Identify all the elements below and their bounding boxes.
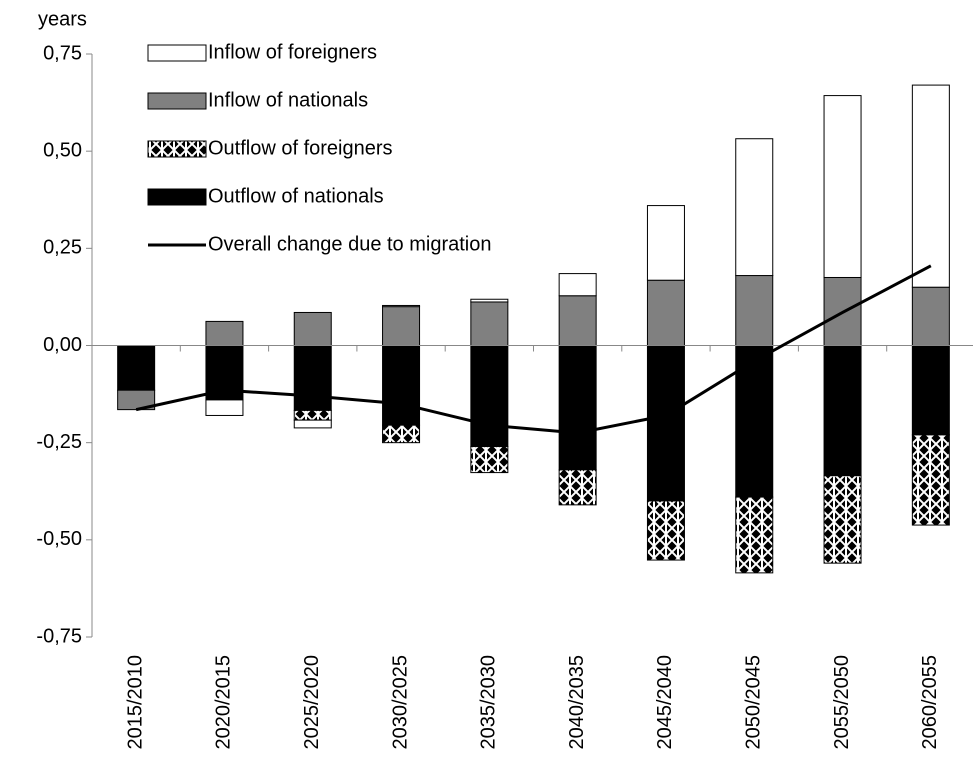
bar-segment (382, 304, 421, 308)
x-tick-label: 2030/2025 (389, 655, 411, 750)
y-tick-label: 0,75 (43, 42, 82, 64)
x-tick-label: 2020/2015 (213, 655, 235, 750)
bar-segment (470, 345, 509, 448)
y-tick-label: -0,50 (36, 528, 82, 550)
bar-segment (470, 298, 509, 303)
line-series (135, 264, 932, 435)
bar-segment (735, 138, 774, 277)
y-tick-label: 0,25 (43, 237, 82, 259)
y-tick-label: 0,00 (43, 334, 82, 356)
bar-segment (293, 311, 332, 347)
bar-segment (735, 345, 774, 498)
bar-segment (382, 345, 421, 426)
bar-segment (293, 345, 332, 411)
x-tick-label: 2055/2050 (831, 655, 853, 750)
bar-segment (646, 500, 685, 561)
x-tick-label: 2035/2030 (478, 655, 500, 750)
bar-segment (911, 434, 950, 526)
bar-segment (646, 279, 685, 347)
x-tick-label: 2025/2020 (301, 655, 323, 750)
x-tick-label: 2050/2045 (743, 655, 765, 750)
bar-segment (558, 273, 597, 297)
legend: Inflow of foreigners Inflow of nationals O… (147, 41, 492, 255)
y-axis-label: years (38, 8, 87, 30)
y-tick-label: -0,75 (36, 625, 82, 647)
bar-segment (293, 419, 332, 429)
legend-label: Outflow of nationals (208, 185, 384, 207)
x-tick-label: 2040/2035 (566, 655, 588, 750)
bar-segment (823, 475, 862, 564)
bar-segment (382, 424, 421, 444)
bar-segment (205, 399, 244, 416)
bar-segment (382, 306, 421, 346)
bar-segment (735, 275, 774, 347)
legend-swatch (147, 188, 207, 206)
x-tick-label: 2045/2040 (654, 655, 676, 750)
bar-segment (470, 301, 509, 346)
bar-segment (470, 446, 509, 474)
bar-segment (205, 320, 244, 347)
legend-swatch (147, 44, 207, 62)
bar-segment (117, 345, 156, 391)
bar-segment (558, 345, 597, 471)
bar-segment (558, 469, 597, 506)
legend-swatch (147, 140, 207, 158)
bar-segment (823, 95, 862, 278)
legend-label: Inflow of foreigners (208, 41, 377, 63)
legend-label: Overall change due to migration (208, 233, 492, 255)
bar-segment (823, 345, 862, 477)
legend-label: Inflow of nationals (208, 89, 368, 111)
bar-segment (558, 295, 597, 347)
bar-segment (646, 205, 685, 281)
y-tick-label: -0,25 (36, 431, 82, 453)
x-tick-label: 2060/2055 (919, 655, 941, 750)
bar-segment (911, 286, 950, 347)
bar-segment (911, 84, 950, 288)
legend-swatch (147, 92, 207, 110)
bar-segment (646, 345, 685, 502)
legend-label: Outflow of foreigners (208, 137, 393, 159)
x-tick-label: 2015/2010 (124, 655, 146, 750)
bar-segment (293, 409, 332, 421)
y-tick-label: 0,50 (43, 139, 82, 161)
bar-segment (735, 496, 774, 574)
bar-segment (911, 345, 950, 436)
